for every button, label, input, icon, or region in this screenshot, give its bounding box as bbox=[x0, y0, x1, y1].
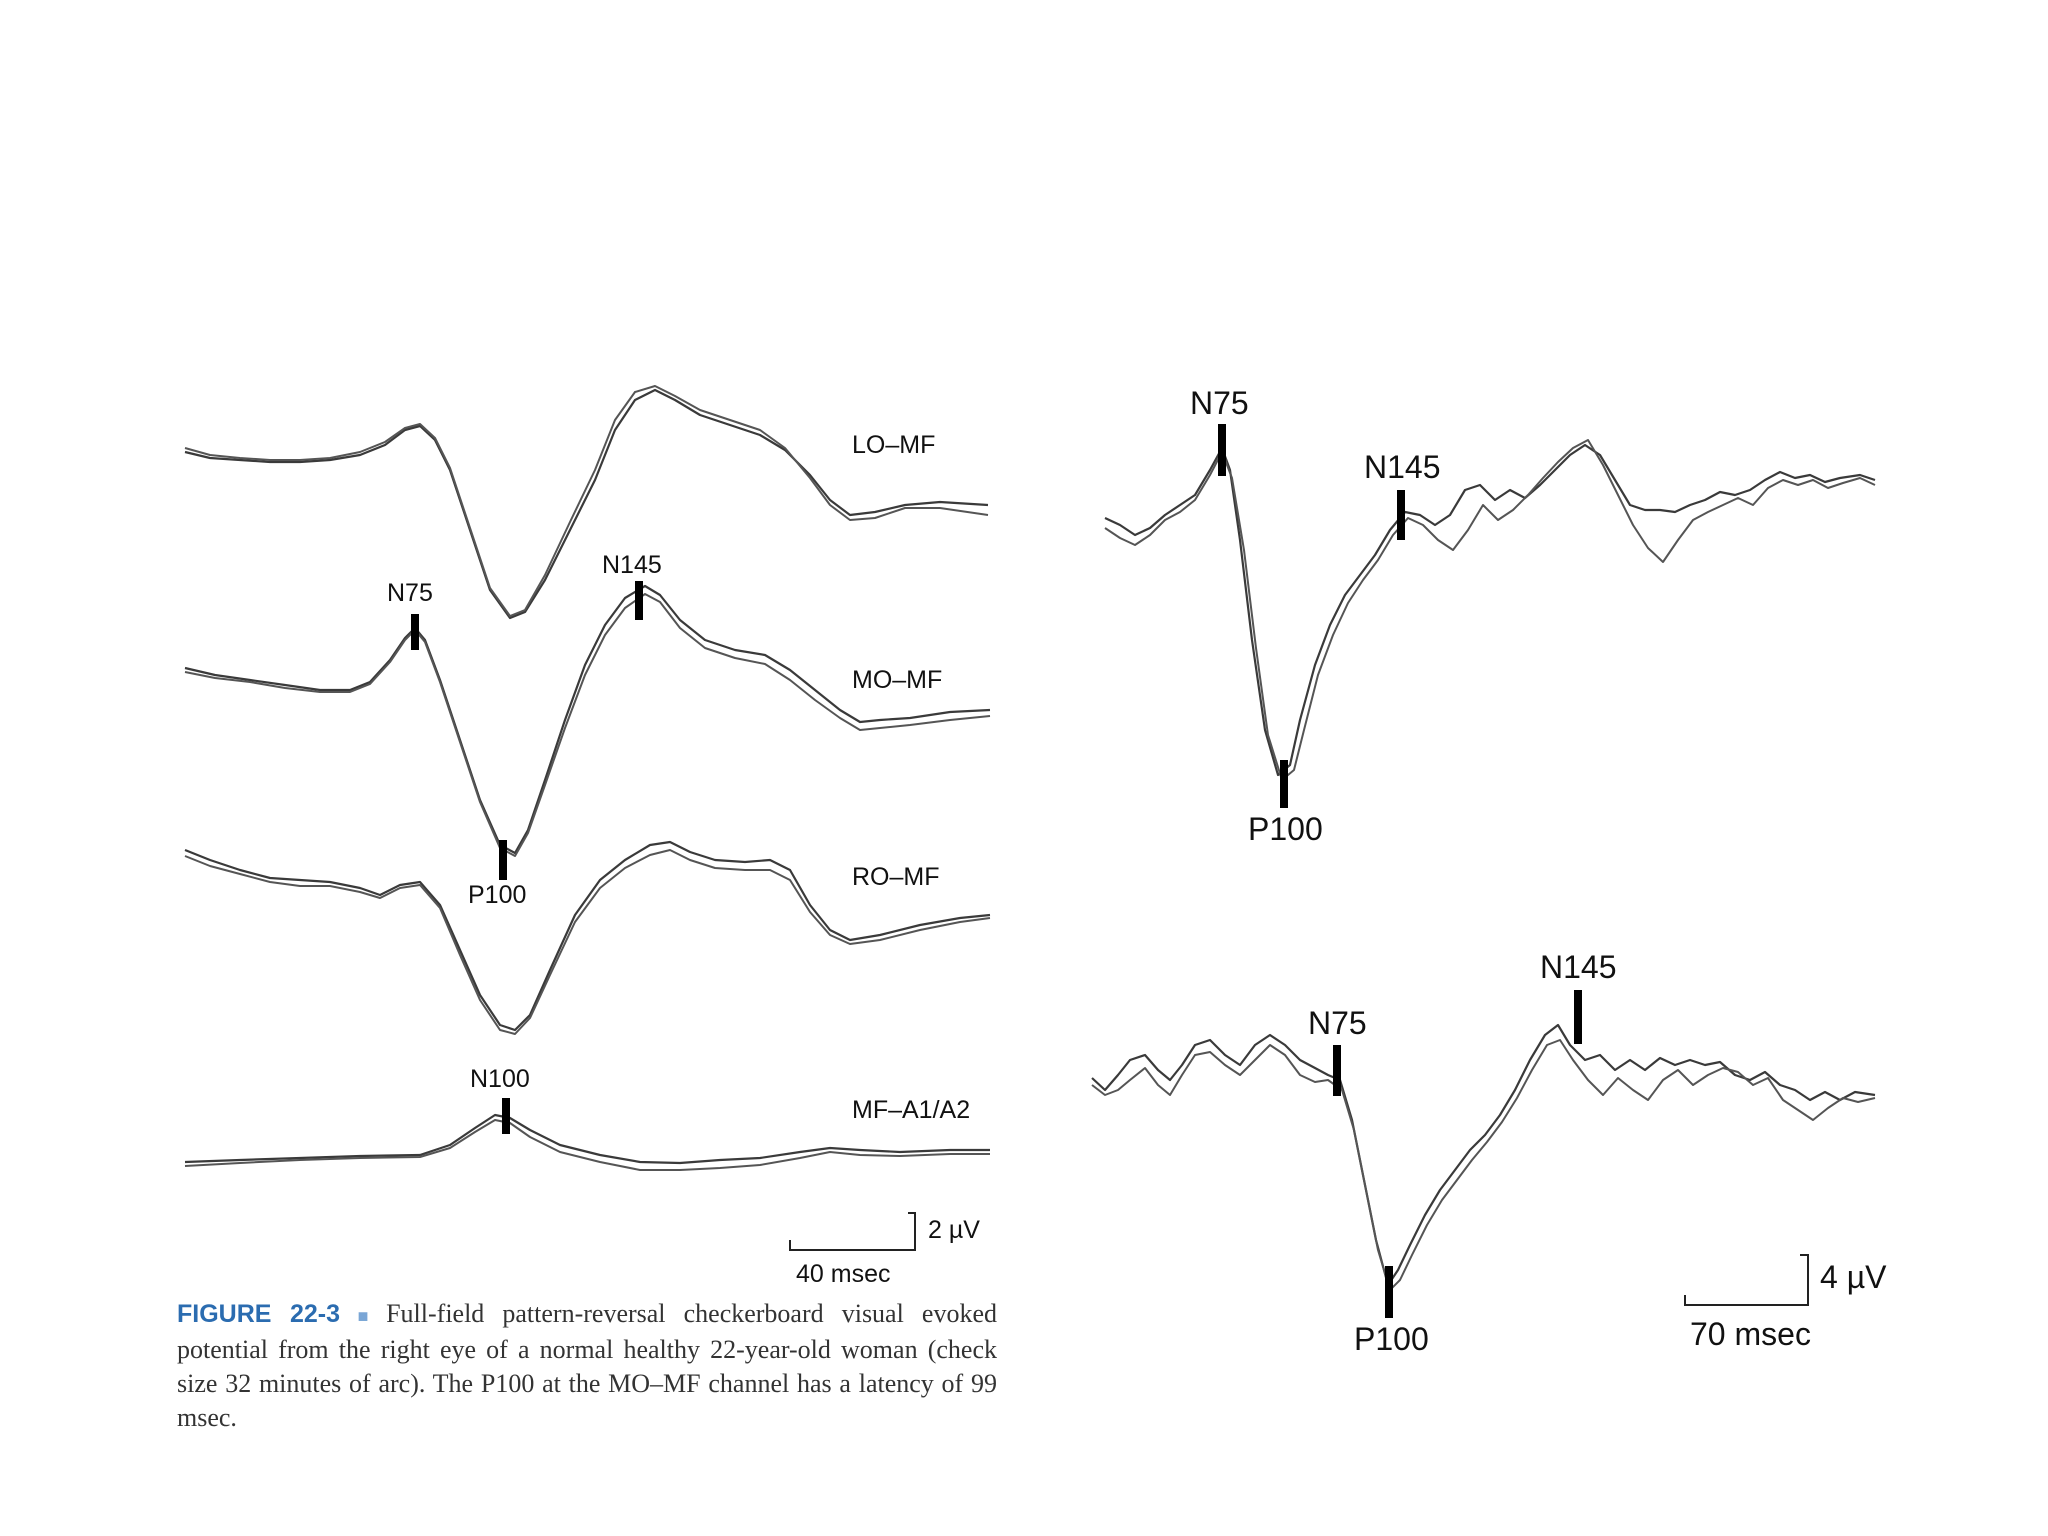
left-panel: LO–MF MO–MF N75 N145 P100 RO–MF MF–A1/A2… bbox=[184, 385, 991, 1288]
channel-label-lo-mf: LO–MF bbox=[852, 431, 935, 459]
channel-label-mf-a1a2: MF–A1/A2 bbox=[852, 1096, 970, 1124]
left-scale-bar bbox=[789, 1212, 916, 1251]
right-top-trace-b bbox=[1104, 439, 1876, 781]
left-scale-amplitude: 2 µV bbox=[928, 1216, 980, 1244]
ro-mf-trace-b bbox=[184, 849, 991, 1035]
right-bottom-p100-label: P100 bbox=[1354, 1321, 1429, 1357]
right-top-n75-label: N75 bbox=[1190, 385, 1249, 421]
mo-mf-trace-b bbox=[184, 593, 991, 857]
figure-caption: FIGURE 22-3 ■ Full-field pattern-reversal … bbox=[177, 1297, 997, 1435]
right-bottom-n145-label: N145 bbox=[1540, 949, 1617, 985]
right-panel-bottom: N75 N145 P100 4 µV 70 msec bbox=[1091, 949, 1887, 1357]
channel-label-mo-mf: MO–MF bbox=[852, 666, 942, 694]
figure-label: FIGURE 22-3 bbox=[177, 1300, 341, 1328]
left-scale-time: 40 msec bbox=[796, 1260, 890, 1288]
caption-text: Full-field pattern-reversal checkerboard… bbox=[177, 1299, 997, 1432]
mo-mf-trace-a bbox=[184, 584, 991, 855]
right-panel-top: N75 N145 P100 bbox=[1104, 385, 1876, 847]
right-top-n145-label: N145 bbox=[1364, 449, 1441, 485]
lo-mf-trace-a bbox=[184, 388, 989, 620]
right-top-p100-label: P100 bbox=[1248, 811, 1323, 847]
ro-mf-trace-a bbox=[184, 840, 991, 1032]
right-scale-bar bbox=[1684, 1254, 1809, 1306]
right-bottom-trace-b bbox=[1091, 1039, 1876, 1291]
n145-label: N145 bbox=[602, 551, 662, 579]
n100-label: N100 bbox=[470, 1065, 530, 1093]
p100-label: P100 bbox=[468, 881, 526, 909]
right-scale-amplitude: 4 µV bbox=[1820, 1259, 1887, 1295]
channel-label-ro-mf: RO–MF bbox=[852, 863, 940, 891]
right-top-trace-a bbox=[1104, 443, 1876, 777]
right-bottom-trace-a bbox=[1091, 1023, 1876, 1287]
n75-label: N75 bbox=[387, 579, 433, 607]
mf-a1a2-trace-b bbox=[184, 1119, 990, 1171]
lo-mf-trace-b bbox=[184, 385, 989, 617]
right-scale-time: 70 msec bbox=[1690, 1316, 1811, 1352]
caption-bullet: ■ bbox=[346, 1306, 381, 1326]
mf-a1a2-trace-a bbox=[184, 1113, 990, 1165]
right-bottom-n75-label: N75 bbox=[1308, 1005, 1367, 1041]
